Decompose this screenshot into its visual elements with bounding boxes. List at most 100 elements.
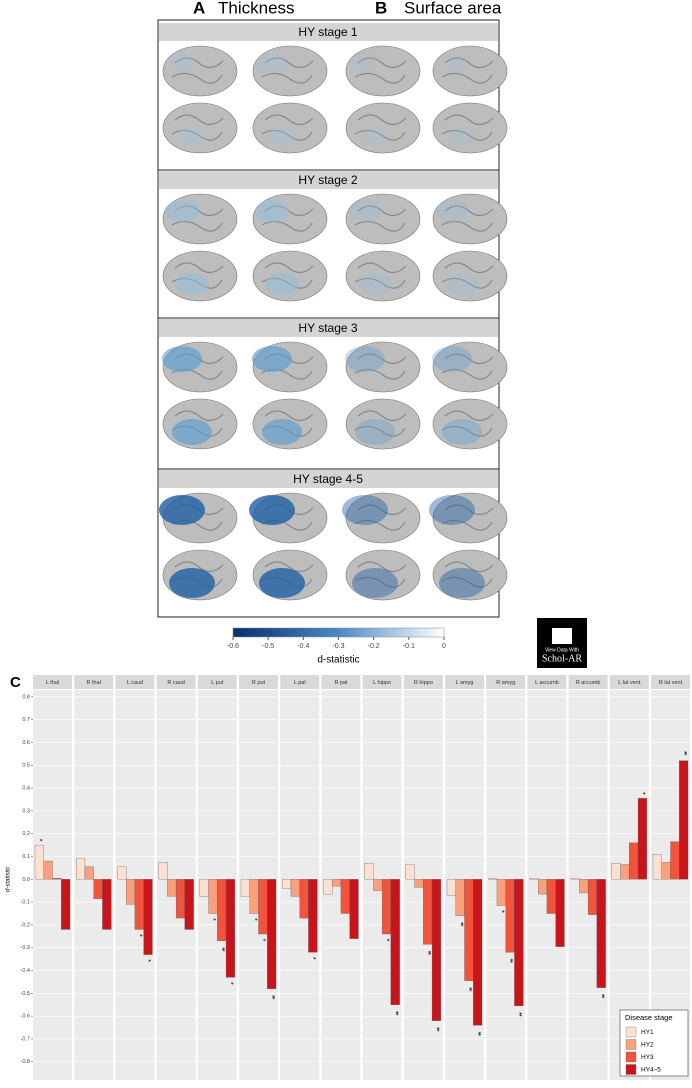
bar xyxy=(126,879,136,905)
facet-strip xyxy=(321,675,361,689)
row-header xyxy=(159,470,498,488)
bar xyxy=(546,879,556,914)
brain-fold xyxy=(441,262,494,289)
brain-effect xyxy=(361,127,389,145)
brain-effect xyxy=(168,54,196,72)
bar xyxy=(405,864,415,880)
colorbar-tick-label: -0.5 xyxy=(262,643,274,650)
colorbar-tick-label: -0.3 xyxy=(332,643,344,650)
significance-stars: * xyxy=(135,934,142,937)
y-tick-label: 0.4 xyxy=(22,786,30,792)
y-tick-label: -0.7 xyxy=(21,1036,30,1042)
brain-effect xyxy=(252,346,292,372)
bar xyxy=(134,879,144,930)
significance-stars: * xyxy=(497,910,504,913)
significance-stars: * xyxy=(209,918,216,921)
y-tick-label: 0.3 xyxy=(22,808,30,814)
brain-fold xyxy=(441,205,494,232)
y-tick-label: -0.3 xyxy=(21,945,30,951)
legend-swatch xyxy=(625,1039,637,1050)
y-tick-label: 0.1 xyxy=(22,854,30,860)
bar xyxy=(143,879,153,955)
brain-effect xyxy=(162,346,202,372)
column-title: Surface area xyxy=(404,0,502,17)
legend-swatch xyxy=(625,1051,637,1063)
significance-stars: * xyxy=(309,957,316,960)
significance-stars: ** xyxy=(424,951,431,956)
colorbar-tick-label: 0 xyxy=(442,643,446,650)
bar xyxy=(267,879,277,989)
brain-fold xyxy=(171,57,224,84)
logo-brand: Schol-AR xyxy=(542,653,582,664)
y-tick-label: -0.8 xyxy=(21,1059,30,1065)
facet-strip xyxy=(280,675,320,689)
bar xyxy=(43,860,53,880)
facet-strip xyxy=(609,675,649,689)
facet-strip xyxy=(568,675,608,689)
facet-label: L caud xyxy=(127,680,143,686)
row-header xyxy=(159,319,498,337)
facet-label: L amyg xyxy=(456,680,474,686)
facet-label: R pal xyxy=(334,680,347,686)
brain-fold xyxy=(441,561,494,588)
facet-strip xyxy=(527,675,567,689)
bar xyxy=(423,879,433,945)
brain-fold xyxy=(354,410,407,437)
brain-fold xyxy=(354,57,407,84)
bar xyxy=(473,879,483,1026)
bar xyxy=(514,879,524,1007)
bar xyxy=(308,879,318,953)
brain-effect xyxy=(165,200,199,222)
facet-strip xyxy=(74,675,114,689)
brain-effect xyxy=(175,273,209,295)
panel-label: C xyxy=(10,674,21,691)
y-tick-label: -0.2 xyxy=(21,922,30,928)
y-tick-label: -0.6 xyxy=(21,1014,30,1020)
bar xyxy=(637,798,647,880)
facet-label: L lat vent xyxy=(618,680,641,686)
bar xyxy=(61,879,71,930)
brain-fold xyxy=(441,57,494,84)
significance-stars: * xyxy=(144,959,151,962)
y-axis-label: d-statistic xyxy=(6,867,12,892)
brain-fold xyxy=(171,114,224,141)
brain-fold xyxy=(441,410,494,437)
row-title: HY stage 4-5 xyxy=(293,472,363,486)
facet-strip xyxy=(651,675,690,689)
row-title: HY stage 3 xyxy=(298,321,357,335)
brain-effect xyxy=(159,495,205,525)
brain-fold xyxy=(441,504,494,531)
bar xyxy=(93,879,103,899)
significance-stars: ** xyxy=(456,922,463,927)
bar xyxy=(175,879,186,919)
y-tick-label: 0.6 xyxy=(22,740,30,746)
brain-effect xyxy=(351,54,379,72)
y-tick-label: 0.2 xyxy=(22,831,30,837)
brain-effect xyxy=(442,419,482,445)
panel-label: B xyxy=(375,0,387,17)
y-tick-label: -0.1 xyxy=(21,900,30,906)
bar xyxy=(199,879,209,897)
brain-effect xyxy=(265,273,299,295)
facet-label: L accumb xyxy=(535,680,559,686)
bar xyxy=(390,879,400,1005)
bar xyxy=(225,879,235,978)
bar xyxy=(488,878,498,880)
brain-effect xyxy=(345,346,385,372)
bar xyxy=(505,879,515,953)
brain xyxy=(252,102,328,154)
bar xyxy=(282,879,292,889)
significance-stars: ** xyxy=(391,1011,398,1016)
legend-label: HY3 xyxy=(641,1054,654,1061)
bar xyxy=(340,879,350,914)
bar xyxy=(184,879,194,930)
colorbar-tick-label: -0.6 xyxy=(227,643,239,650)
brain-fold xyxy=(354,561,407,588)
bar xyxy=(464,879,474,981)
brain-effect xyxy=(172,419,212,445)
facet-label: R amyg xyxy=(496,680,515,686)
facet-label: L put xyxy=(211,680,224,686)
row-title: HY stage 2 xyxy=(298,173,357,187)
significance-stars: * xyxy=(259,939,266,942)
